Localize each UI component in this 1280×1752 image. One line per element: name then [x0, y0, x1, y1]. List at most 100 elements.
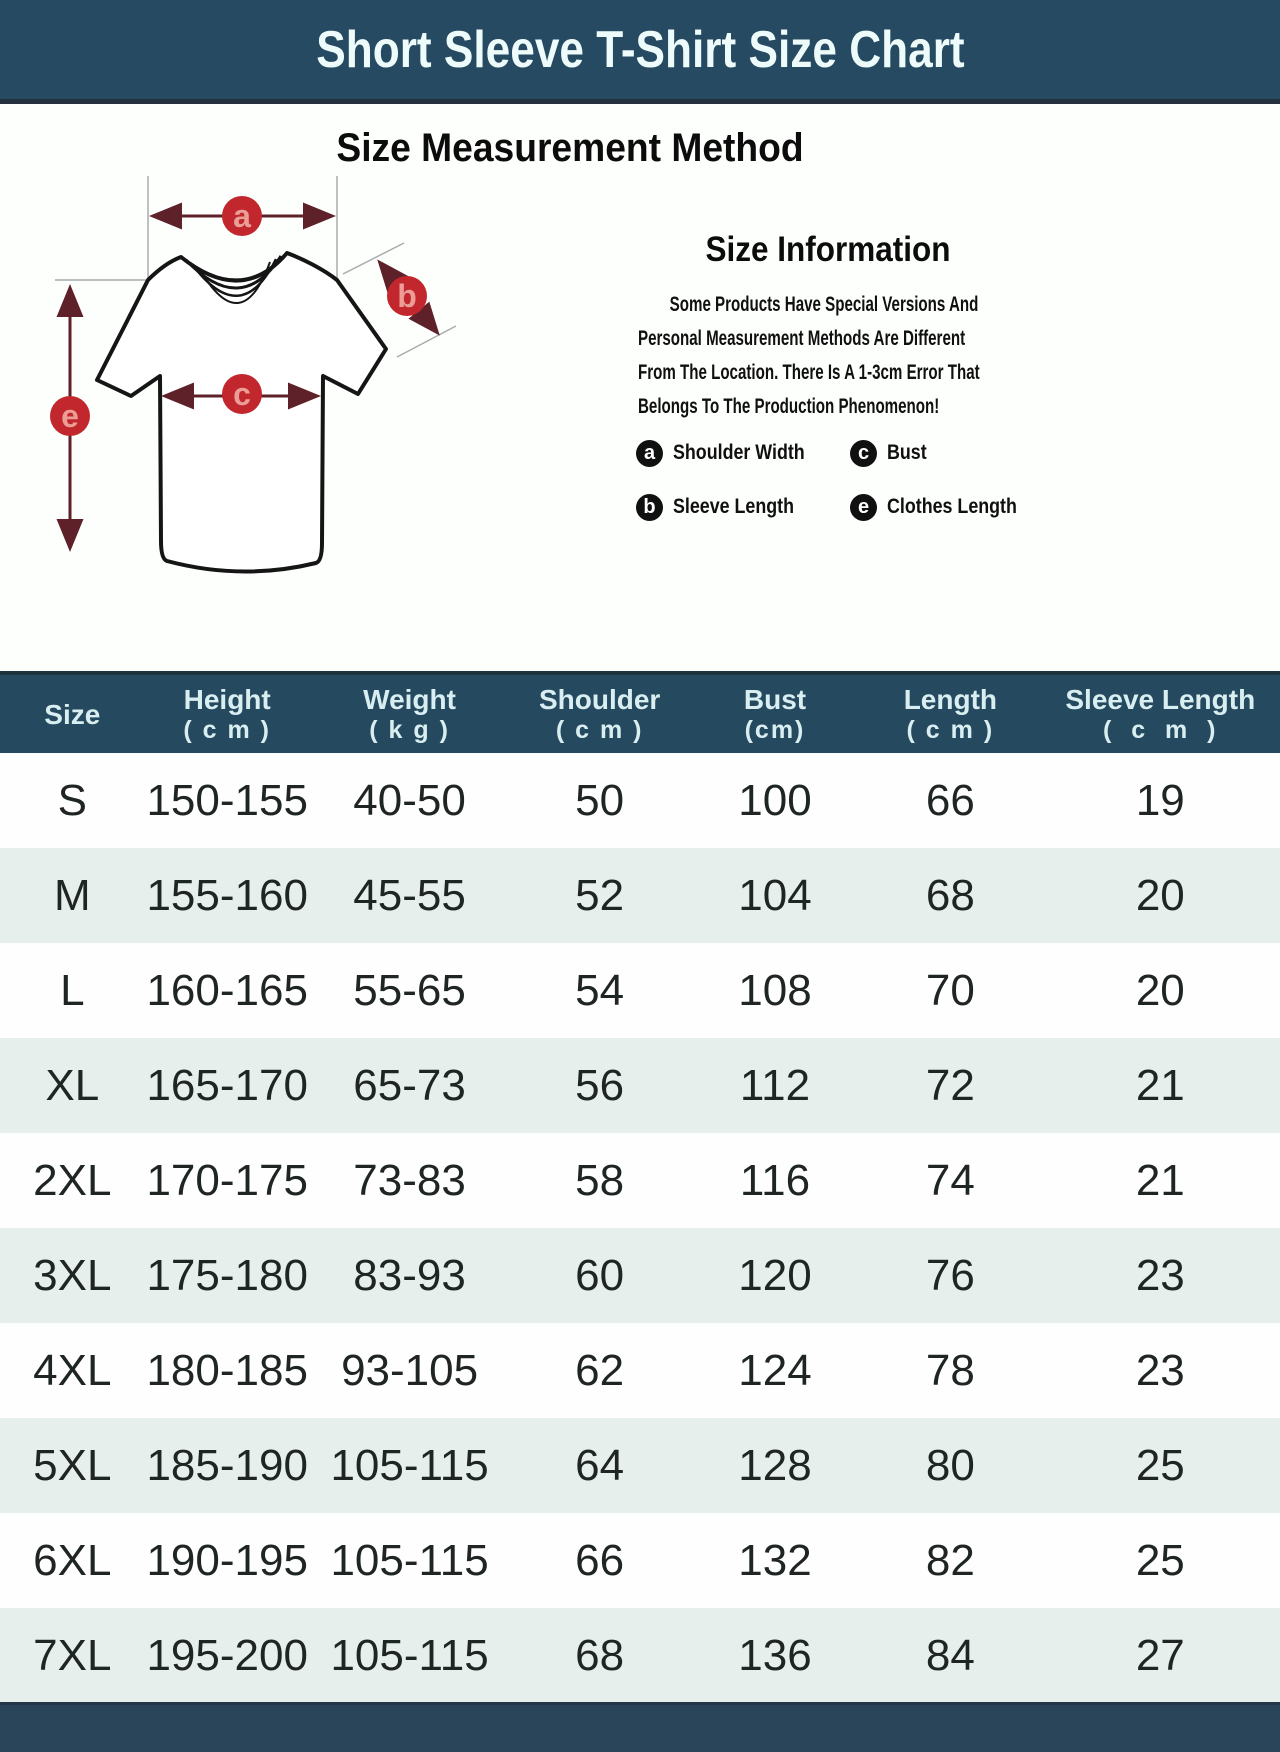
value-cell: 100 [738, 775, 812, 825]
value-cell: 50 [575, 775, 625, 825]
value-cell: 175-180 [146, 1250, 308, 1300]
col-header-unit: (cm) [744, 716, 806, 744]
info-line: Belongs To The Production Phenomenon! [638, 395, 940, 418]
value-cell: 68 [575, 1630, 625, 1680]
value-cell: 155-160 [146, 870, 308, 920]
col-header-label: Sleeve Length [1065, 684, 1256, 715]
value-cell: 150-155 [146, 775, 308, 825]
col-header-size: Size [0, 671, 145, 753]
size-table: Size Height( c m ) Weight( k g ) Shoulder( … [0, 671, 1280, 1703]
legend-item-label: Sleeve Length [673, 495, 795, 518]
table-row-7xl: 7XL 195-200 105-115 68 136 84 27 [0, 1608, 1280, 1703]
value-cell: 128 [738, 1440, 812, 1490]
size-information-text: Some Products Have Special Versions And P… [638, 288, 1198, 424]
col-header-unit: ( k g ) [369, 716, 450, 744]
value-cell: 93-105 [341, 1345, 479, 1395]
table-row-6xl: 6XL 190-195 105-115 66 132 82 25 [0, 1513, 1280, 1608]
value-cell: 60 [575, 1250, 625, 1300]
tshirt-measurement-diagram: a b c e [50, 176, 457, 574]
marker-e-badge [50, 396, 90, 436]
legend-key-badge-b: b [636, 493, 663, 521]
value-cell: 25 [1135, 1535, 1185, 1585]
value-cell: 52 [575, 870, 625, 920]
legend-item-label: Clothes Length [887, 495, 1017, 518]
value-cell: 190-195 [146, 1535, 308, 1585]
col-header-unit: ( c m ) [1103, 716, 1218, 744]
col-header-label: Weight [363, 684, 456, 715]
marker-b-badge [387, 276, 427, 316]
value-cell: 136 [738, 1630, 812, 1680]
value-cell: 83-93 [353, 1250, 466, 1300]
table-header-row: Size Height( c m ) Weight( k g ) Shoulder( … [0, 671, 1280, 753]
value-cell: 21 [1135, 1155, 1185, 1205]
size-cell: M [53, 870, 91, 920]
table-row-xl: XL 165-170 65-73 56 112 72 21 [0, 1038, 1280, 1133]
size-cell: XL [45, 1060, 100, 1110]
value-cell: 65-73 [353, 1060, 466, 1110]
value-cell: 62 [575, 1345, 625, 1395]
value-cell: 124 [738, 1345, 812, 1395]
legend-item-e: e Clothes Length [850, 492, 1110, 522]
value-cell: 195-200 [146, 1630, 308, 1680]
value-cell: 45-55 [353, 870, 466, 920]
value-cell: 82 [925, 1535, 975, 1585]
value-cell: 54 [575, 965, 625, 1015]
col-header-label: Size [44, 698, 101, 730]
marker-b-label: b [397, 278, 417, 314]
size-cell: 6XL [33, 1535, 112, 1585]
value-cell: 66 [925, 775, 975, 825]
info-line: Some Products Have Special Versions And [669, 293, 979, 316]
value-cell: 40-50 [353, 775, 466, 825]
col-header-unit: ( c m ) [906, 716, 995, 744]
value-cell: 78 [925, 1345, 975, 1395]
marker-c-label: c [233, 376, 251, 412]
value-cell: 66 [575, 1535, 625, 1585]
value-cell: 104 [738, 870, 812, 920]
value-cell: 160-165 [146, 965, 308, 1015]
value-cell: 132 [738, 1535, 812, 1585]
value-cell: 64 [575, 1440, 625, 1490]
col-header-length: Length( c m ) [860, 671, 1041, 753]
legend-key-badge-e: e [850, 493, 877, 521]
size-cell: 5XL [33, 1440, 112, 1490]
value-cell: 27 [1135, 1630, 1185, 1680]
value-cell: 120 [738, 1250, 812, 1300]
col-header-shoulder: Shoulder( c m ) [509, 671, 690, 753]
marker-e-label: e [61, 398, 79, 434]
col-header-bust: Bust (cm) [689, 671, 861, 753]
size-cell: 7XL [33, 1630, 112, 1680]
page-title: Short Sleeve T-Shirt Size Chart [315, 20, 965, 79]
table-row-3xl: 3XL 175-180 83-93 60 120 76 23 [0, 1228, 1280, 1323]
value-cell: 105-115 [330, 1440, 489, 1490]
value-cell: 185-190 [146, 1440, 308, 1490]
value-cell: 112 [739, 1060, 811, 1110]
table-row-5xl: 5XL 185-190 105-115 64 128 80 25 [0, 1418, 1280, 1513]
value-cell: 116 [739, 1155, 811, 1205]
value-cell: 55-65 [353, 965, 466, 1015]
size-cell: 2XL [33, 1155, 112, 1205]
table-row-l: L 160-165 55-65 54 108 70 20 [0, 943, 1280, 1038]
col-header-unit: ( c m ) [555, 716, 644, 744]
value-cell: 74 [925, 1155, 975, 1205]
value-cell: 21 [1135, 1060, 1185, 1110]
size-cell: L [60, 965, 85, 1015]
marker-c-badge [222, 374, 262, 414]
col-header-unit: ( c m ) [183, 716, 271, 744]
col-header-label: Height [183, 684, 271, 715]
value-cell: 105-115 [330, 1535, 489, 1585]
value-cell: 68 [925, 870, 975, 920]
measurement-legend: a Shoulder Width c Bust b Sleeve Length e Cloth… [636, 438, 1110, 522]
col-header-height: Height( c m ) [144, 671, 310, 753]
value-cell: 108 [738, 965, 812, 1015]
value-cell: 58 [575, 1155, 625, 1205]
value-cell: 23 [1135, 1345, 1185, 1395]
table-row-m: M 155-160 45-55 52 104 68 20 [0, 848, 1280, 943]
value-cell: 25 [1135, 1440, 1185, 1490]
footer-band [0, 1702, 1280, 1752]
value-cell: 23 [1135, 1250, 1185, 1300]
measurement-method-title: Size Measurement Method [336, 126, 804, 170]
legend-item-b: b Sleeve Length [636, 492, 850, 522]
col-header-label: Bust [743, 684, 807, 715]
value-cell: 72 [925, 1060, 975, 1110]
col-header-label: Shoulder [538, 684, 661, 715]
